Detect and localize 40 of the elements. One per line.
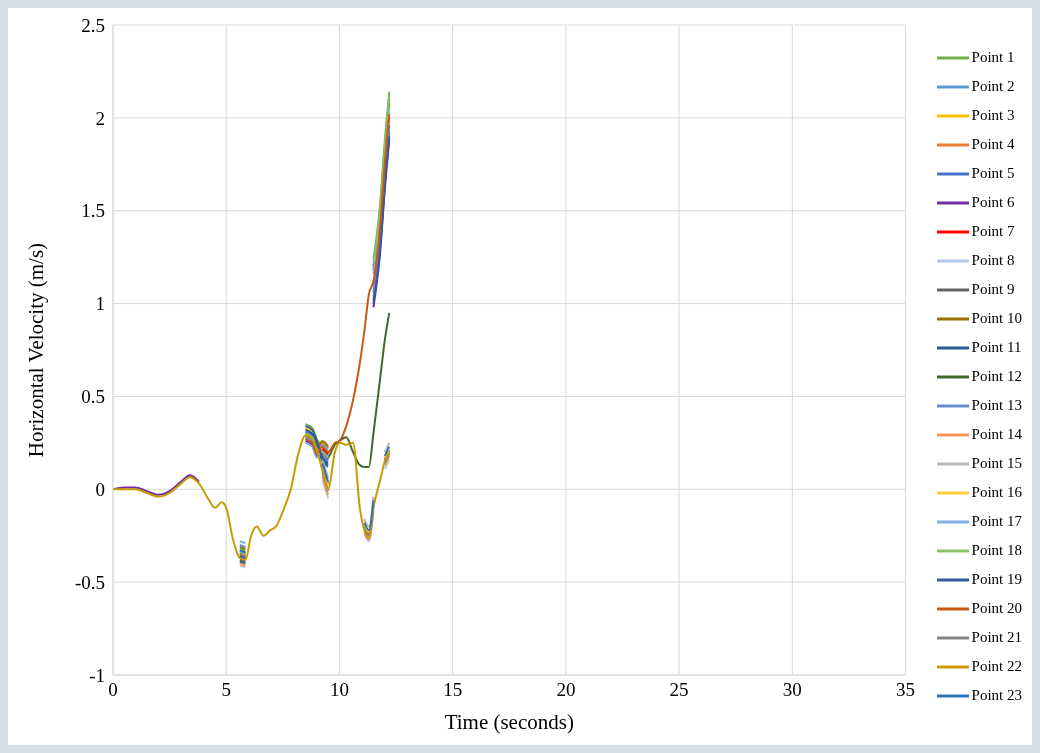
legend-label: Point 20 [971, 600, 1022, 617]
y-tick-label: 0.5 [81, 386, 105, 408]
legend-label: Point 22 [971, 658, 1022, 675]
x-tick-label: 35 [896, 679, 916, 701]
legend-label: Point 16 [971, 484, 1022, 501]
legend-label: Point 10 [971, 310, 1022, 327]
y-tick-label: 1 [95, 293, 105, 315]
x-tick-label: 15 [443, 679, 463, 701]
y-tick-label: 2.5 [81, 14, 105, 36]
legend-label: Point 8 [971, 252, 1015, 269]
y-axis-title: Horizontal Velocity (m/s) [24, 242, 49, 458]
legend-label: Point 15 [971, 455, 1022, 472]
y-tick-label: -0.5 [74, 571, 105, 593]
y-tick-label: 2 [95, 107, 105, 129]
x-tick-label: 20 [556, 679, 576, 701]
legend-label: Point 21 [971, 629, 1022, 646]
legend-label: Point 13 [971, 397, 1022, 414]
y-tick-label: 1.5 [81, 200, 105, 222]
legend-label: Point 14 [971, 426, 1022, 443]
legend-label: Point 2 [971, 78, 1015, 95]
legend-label: Point 3 [971, 107, 1015, 124]
y-tick-label: -1 [89, 664, 105, 686]
legend-label: Point 9 [971, 281, 1015, 298]
x-tick-label: 10 [329, 679, 349, 701]
y-tick-label: 0 [95, 479, 105, 501]
legend-label: Point 23 [971, 687, 1022, 704]
legend-label: Point 12 [971, 368, 1022, 385]
legend-label: Point 19 [971, 571, 1022, 588]
legend-label: Point 6 [971, 194, 1015, 211]
x-tick-label: 5 [221, 679, 231, 701]
legend-label: Point 5 [971, 165, 1015, 182]
x-tick-label: 30 [782, 679, 802, 701]
legend-label: Point 1 [971, 49, 1015, 66]
legend-label: Point 7 [971, 223, 1015, 240]
legend-label: Point 11 [971, 339, 1022, 356]
x-axis-title: Time (seconds) [444, 710, 574, 734]
legend-label: Point 18 [971, 542, 1022, 559]
legend-label: Point 4 [971, 136, 1015, 153]
x-tick-label: 25 [669, 679, 689, 701]
legend-label: Point 17 [971, 513, 1022, 530]
